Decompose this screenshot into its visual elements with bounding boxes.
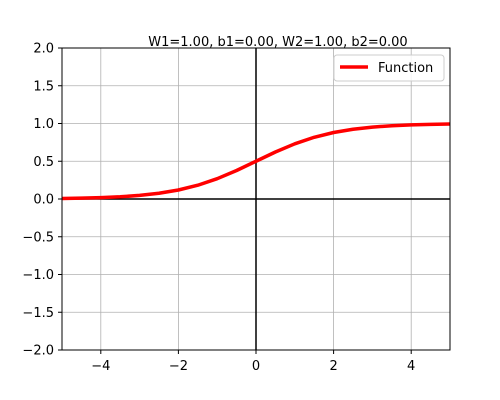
legend-box [333,54,445,82]
y-tick-label: −1.0 [22,268,54,283]
y-tick-label: 2.0 [33,42,54,57]
y-tick-label: −0.5 [22,230,54,245]
tick-labels: −4 −2 0 2 4 −2.0 −1.5 −1.0 −0.5 0.0 0.5 1.0 1.5 2.0 [22,42,415,375]
x-tick-label: −2 [169,359,188,374]
series-layer [61,122,451,201]
x-tick-label: 0 [252,359,260,374]
legend-label: Function [378,61,433,76]
y-tick-label: 1.0 [33,117,54,132]
zero-axes [62,48,450,350]
y-tick-label: 0.0 [33,193,54,208]
tick-marks [58,47,412,354]
x-tick-label: 2 [329,359,337,374]
x-tick-label: 4 [407,359,415,374]
series-line-function [61,122,451,201]
y-tick-label: 0.5 [33,155,54,170]
y-tick-label: −1.5 [22,306,54,321]
x-tick-label: −4 [91,359,110,374]
y-tick-label: 1.5 [33,79,54,94]
legend: Function [333,54,445,82]
y-tick-label: −2.0 [22,344,54,359]
chart-title: W1=1.00, b1=0.00, W2=1.00, b2=0.00 [148,35,407,50]
